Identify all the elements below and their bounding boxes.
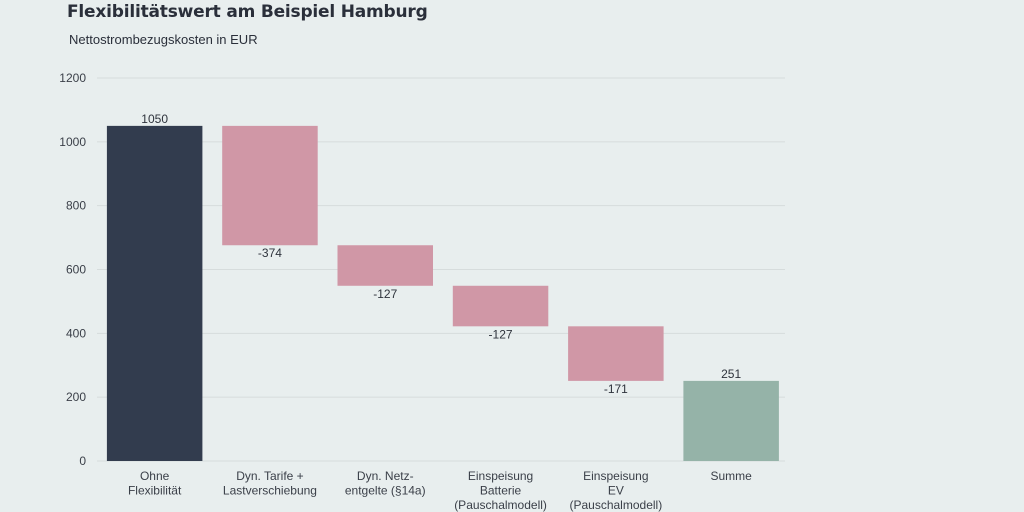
bar <box>337 245 433 286</box>
category-label-line: entgelte (§14a) <box>345 484 426 498</box>
data-label: -171 <box>604 382 628 396</box>
data-label: -127 <box>373 287 397 301</box>
y-tick-label: 600 <box>66 263 86 277</box>
y-tick-label: 0 <box>79 454 86 468</box>
bars <box>106 125 779 461</box>
data-labels: 1050 -374 -127 -127 -171 251 <box>141 112 741 396</box>
category-label-line: Flexibilität <box>128 484 182 498</box>
category-label-line: EV <box>608 484 624 498</box>
category-label: Einspeisung Batterie (Pauschalmodell) <box>454 469 547 512</box>
bar <box>568 326 664 381</box>
data-label: 1050 <box>141 112 168 126</box>
category-label: Summe <box>710 469 752 483</box>
category-label-line: Ohne <box>140 469 170 483</box>
category-label: Ohne Flexibilität <box>128 469 182 498</box>
category-label-line: (Pauschalmodell) <box>569 498 662 512</box>
chart-subtitle: Nettostrombezugskosten in EUR <box>69 32 258 47</box>
bar <box>452 285 549 327</box>
y-tick-label: 800 <box>66 199 86 213</box>
grid-lines <box>97 77 785 462</box>
y-tick-label: 1000 <box>59 135 86 149</box>
category-label-line: Lastverschiebung <box>223 484 317 498</box>
data-label: -127 <box>489 327 513 341</box>
category-label: Einspeisung EV (Pauschalmodell) <box>569 469 662 512</box>
bar <box>106 125 203 461</box>
bar <box>683 380 779 461</box>
category-label: Dyn. Netz-entgelte (§14a) <box>345 469 426 498</box>
y-tick-label: 400 <box>66 326 86 340</box>
category-label-line: Summe <box>710 469 752 483</box>
y-tick-label: 200 <box>66 390 86 404</box>
chart-title: Flexibilitätswert am Beispiel Hamburg <box>67 2 428 22</box>
data-label: 251 <box>721 367 741 381</box>
x-axis-categories: Ohne Flexibilität Dyn. Tarife + Lastverschi… <box>128 469 752 512</box>
bar <box>222 125 318 246</box>
data-label: -374 <box>258 246 282 260</box>
category-label-line: Dyn. Netz- <box>357 469 414 483</box>
category-label-line: Einspeisung <box>468 469 533 483</box>
category-label-line: Einspeisung <box>583 469 648 483</box>
category-label-line: Dyn. Tarife + <box>236 469 303 483</box>
y-axis-ticks: 0 200 400 600 800 1000 1200 <box>59 71 86 468</box>
category-label-line: (Pauschalmodell) <box>454 498 547 512</box>
category-label: Dyn. Tarife + Lastverschiebung <box>223 469 317 498</box>
y-tick-label: 1200 <box>59 71 86 85</box>
category-label-line: Batterie <box>480 484 522 498</box>
